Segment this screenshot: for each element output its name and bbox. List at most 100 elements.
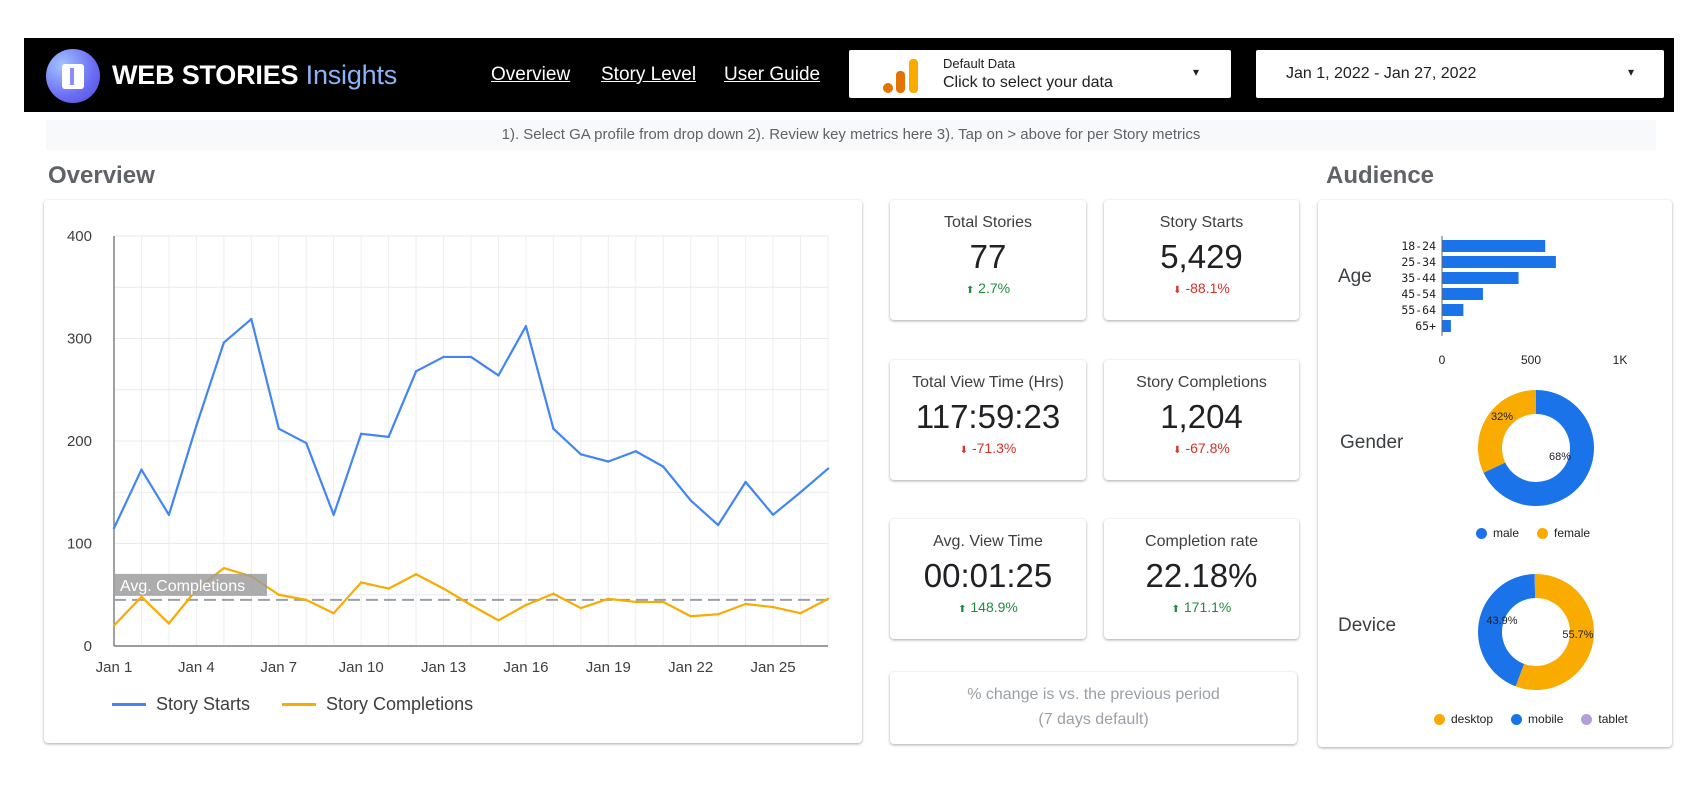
x-tick-label: Jan 1 xyxy=(96,659,133,676)
age-bar xyxy=(1442,272,1519,284)
chevron-down-icon[interactable]: ▾ xyxy=(1628,65,1635,79)
data-point xyxy=(771,513,775,516)
donut-slice-tablet xyxy=(1534,574,1536,599)
gender-donut-chart: 68% 32% xyxy=(1478,390,1594,506)
donut-slice-desktop xyxy=(1515,574,1594,690)
kpi-label: Total View Time (Hrs) xyxy=(912,374,1064,391)
data-point xyxy=(552,427,555,430)
data-point xyxy=(469,603,473,607)
arrow-down-icon: ⬇ xyxy=(1173,445,1182,456)
kpi-label: Avg. View Time xyxy=(933,533,1043,550)
kpi-change: ⬆ 171.1% xyxy=(1171,599,1232,615)
kpi-value: 77 xyxy=(969,238,1007,275)
donut-slice-label: 68% xyxy=(1549,451,1571,463)
data-point xyxy=(524,325,528,328)
kpi-value: 5,429 xyxy=(1160,238,1243,275)
data-point xyxy=(689,615,692,618)
data-point xyxy=(112,624,116,627)
web-stories-logo-icon xyxy=(46,49,100,103)
data-source-label: Default Data xyxy=(943,56,1016,71)
data-point xyxy=(716,613,720,616)
period-note: % change is vs. the previous period (7 d… xyxy=(890,672,1297,744)
kpi-value: 1,204 xyxy=(1160,398,1243,435)
period-note-line1: % change is vs. the previous period xyxy=(967,686,1220,703)
arrow-up-icon: ⬆ xyxy=(965,285,975,296)
kpi-card-completion-rate: Completion rate 22.18% ⬆ 171.1% xyxy=(1104,519,1299,639)
age-bar xyxy=(1442,288,1483,300)
data-point xyxy=(497,619,500,622)
x-tick-label: Jan 13 xyxy=(421,659,466,676)
x-tick-label: Jan 22 xyxy=(668,659,713,676)
age-bar xyxy=(1442,304,1464,316)
data-point xyxy=(634,600,637,604)
arrow-down-icon: ⬇ xyxy=(959,445,969,456)
x-tick-label: Jan 16 xyxy=(503,659,548,676)
timeseries-chart: 0 100 200 300 400 Jan 1 Jan 4 Jan 7 Jan 10 Jan 13… xyxy=(67,228,830,676)
age-bar xyxy=(1442,320,1451,332)
data-point xyxy=(140,595,143,598)
age-category-label: 45-54 xyxy=(1401,287,1436,301)
avg-completions-label-text: Avg. Completions xyxy=(120,578,245,595)
y-tick-label: 400 xyxy=(67,228,92,245)
audience-card: Age 18-24 25-34 35-44 45-54 55-64 65+ 0 500 1K G… xyxy=(1318,200,1672,747)
arrow-down-icon: ⬇ xyxy=(1173,285,1182,296)
data-point xyxy=(607,597,610,601)
data-source-selector[interactable]: Default Data Click to select your data ▾ xyxy=(849,50,1231,98)
age-category-label: 35-44 xyxy=(1401,271,1436,285)
legend-item-story-completions[interactable]: Story Completions xyxy=(282,694,473,715)
kpi-value: 00:01:25 xyxy=(923,557,1053,594)
data-point xyxy=(167,622,171,625)
data-point xyxy=(332,612,335,615)
chart-legend: Story Starts Story Completions xyxy=(112,694,473,715)
date-range-selector[interactable]: Jan 1, 2022 - Jan 27, 2022 ▾ xyxy=(1256,50,1664,98)
kpi-label: Story Completions xyxy=(1136,374,1267,391)
data-point xyxy=(250,317,253,321)
data-point xyxy=(744,602,747,606)
nav-user-guide[interactable]: User Guide xyxy=(724,64,821,85)
age-bar xyxy=(1442,256,1556,268)
kpi-label: Total Stories xyxy=(943,214,1033,231)
brand-light: Insights xyxy=(305,60,398,90)
data-point xyxy=(112,526,116,530)
age-x-tick-label: 500 xyxy=(1521,353,1541,367)
data-point xyxy=(634,450,637,453)
data-point xyxy=(387,587,390,590)
device-donut-chart: 55.7% 43.9% xyxy=(1478,574,1594,690)
brand-bold: WEB STORIES xyxy=(112,60,299,90)
kpi-label: Completion rate xyxy=(1145,533,1258,550)
kpi-card-avg-view-time: Avg. View Time 00:01:25 ⬆ 148.9% xyxy=(890,519,1086,639)
data-point xyxy=(442,587,445,590)
legend-item-male[interactable]: male xyxy=(1476,526,1519,540)
data-point xyxy=(826,597,830,601)
gender-label: Gender xyxy=(1340,432,1404,453)
y-tick-label: 300 xyxy=(67,331,92,348)
kpi-card-story-starts: Story Starts 5,429 ⬇ -88.1% xyxy=(1104,200,1299,320)
x-tick-label: Jan 25 xyxy=(751,659,796,676)
kpi-value: 22.18% xyxy=(1145,557,1258,594)
data-point xyxy=(167,513,171,516)
chevron-down-icon[interactable]: ▾ xyxy=(1193,65,1200,79)
legend-item-desktop[interactable]: desktop xyxy=(1434,712,1493,726)
nav-overview[interactable]: Overview xyxy=(491,64,571,85)
legend-label: Story Completions xyxy=(326,694,474,714)
data-point xyxy=(195,424,198,427)
nav-story-level[interactable]: Story Level xyxy=(601,64,697,85)
data-point xyxy=(305,598,308,602)
data-point xyxy=(277,427,280,430)
device-legend: desktop mobile tablet xyxy=(1434,712,1628,726)
data-point xyxy=(332,513,335,516)
legend-item-story-starts[interactable]: Story Starts xyxy=(112,694,250,715)
legend-item-tablet[interactable]: tablet xyxy=(1581,712,1628,726)
legend-item-mobile[interactable]: mobile xyxy=(1511,712,1563,726)
data-point xyxy=(359,581,363,584)
legend-item-female[interactable]: female xyxy=(1537,526,1590,540)
kpi-value: 117:59:23 xyxy=(915,398,1061,435)
donut-slice-label: 55.7% xyxy=(1562,629,1593,641)
legend-label: Story Starts xyxy=(156,694,251,714)
data-point xyxy=(414,573,418,576)
donut-slice-label: 43.9% xyxy=(1486,615,1517,627)
age-x-tick-label: 1K xyxy=(1613,353,1628,367)
data-point xyxy=(387,435,390,439)
x-tick-label: Jan 19 xyxy=(586,659,631,676)
instructions-banner: 1). Select GA profile from drop down 2).… xyxy=(46,120,1656,150)
